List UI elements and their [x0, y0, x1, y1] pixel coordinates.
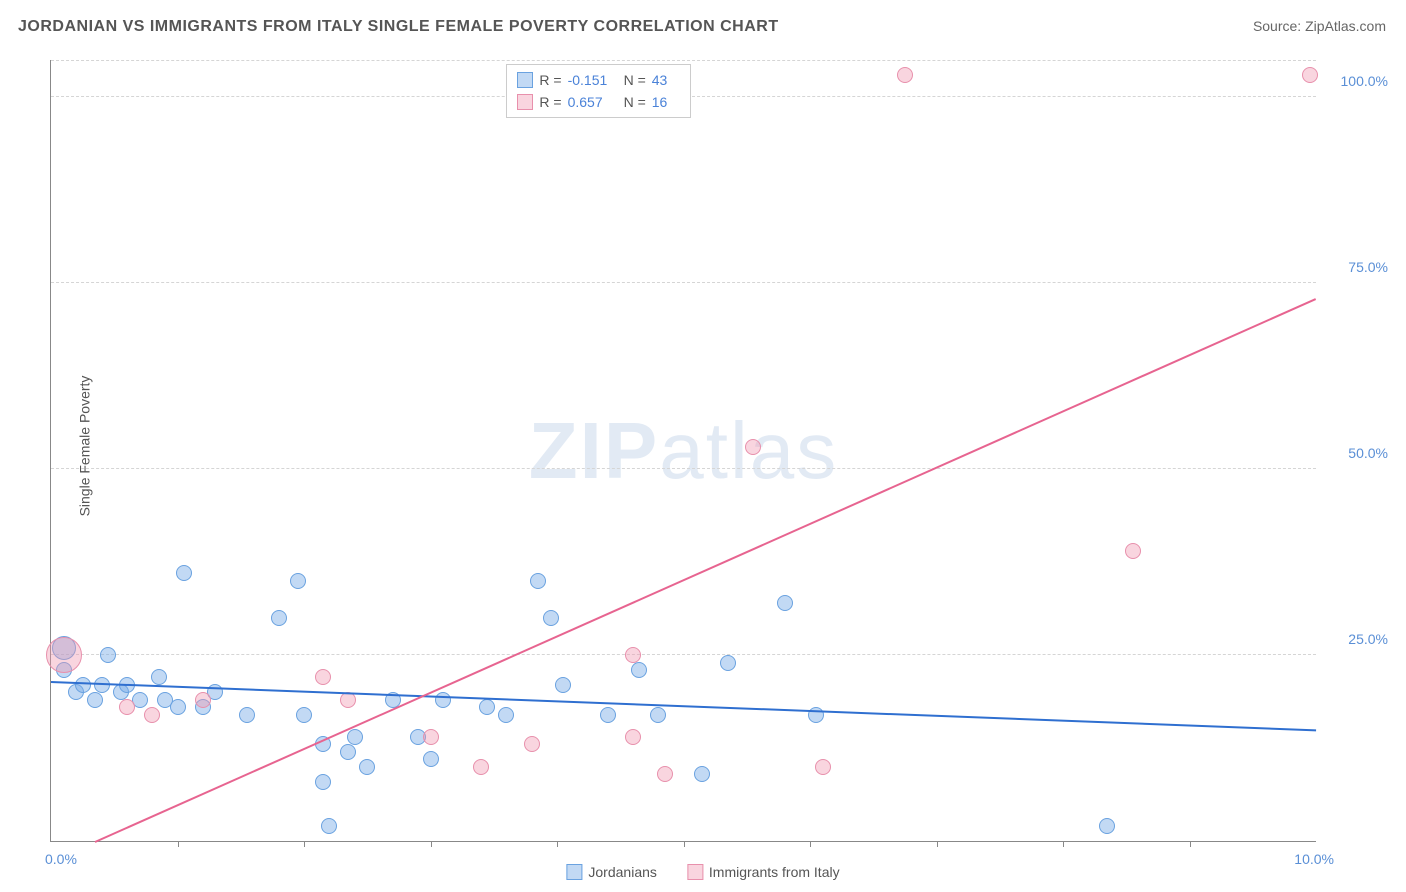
x-tick: [684, 841, 685, 847]
data-point: [290, 573, 306, 589]
legend-n-label: N =: [624, 94, 646, 110]
gridline: [51, 60, 1316, 61]
data-point: [530, 573, 546, 589]
data-point: [75, 677, 91, 693]
legend-n-value: 16: [652, 94, 680, 110]
legend-row: R = -0.151 N = 43: [517, 69, 679, 91]
y-tick-label: 100.0%: [1328, 73, 1388, 89]
legend-r-label: R =: [539, 72, 561, 88]
y-tick-label: 75.0%: [1328, 259, 1388, 275]
data-point: [239, 707, 255, 723]
x-tick: [810, 841, 811, 847]
data-point: [1125, 543, 1141, 559]
gridline: [51, 654, 1316, 655]
data-point: [473, 759, 489, 775]
watermark: ZIPatlas: [529, 405, 838, 497]
data-point: [650, 707, 666, 723]
data-point: [479, 699, 495, 715]
y-tick-label: 50.0%: [1328, 445, 1388, 461]
x-tick: [1190, 841, 1191, 847]
y-tick-label: 25.0%: [1328, 631, 1388, 647]
bottom-legend-item: Jordanians: [566, 864, 657, 880]
data-point: [151, 669, 167, 685]
legend-n-value: 43: [652, 72, 680, 88]
trend-line: [51, 681, 1316, 731]
x-tick: [557, 841, 558, 847]
data-point: [87, 692, 103, 708]
legend-r-label: R =: [539, 94, 561, 110]
series-name: Immigrants from Italy: [709, 864, 840, 880]
data-point: [435, 692, 451, 708]
x-tick-label: 10.0%: [1294, 851, 1334, 867]
data-point: [631, 662, 647, 678]
bottom-legend: Jordanians Immigrants from Italy: [566, 864, 839, 880]
data-point: [271, 610, 287, 626]
data-point: [555, 677, 571, 693]
legend-swatch: [566, 864, 582, 880]
data-point: [315, 774, 331, 790]
source-label: Source:: [1253, 18, 1305, 34]
data-point: [46, 637, 82, 673]
data-point: [119, 699, 135, 715]
x-tick: [937, 841, 938, 847]
data-point: [815, 759, 831, 775]
data-point: [296, 707, 312, 723]
x-tick-label: 0.0%: [45, 851, 77, 867]
x-tick: [178, 841, 179, 847]
source-value: ZipAtlas.com: [1305, 18, 1386, 34]
data-point: [423, 751, 439, 767]
data-point: [359, 759, 375, 775]
data-point: [745, 439, 761, 455]
source-text: Source: ZipAtlas.com: [1253, 18, 1386, 34]
data-point: [321, 818, 337, 834]
data-point: [543, 610, 559, 626]
gridline: [51, 282, 1316, 283]
chart-title: JORDANIAN VS IMMIGRANTS FROM ITALY SINGL…: [18, 18, 779, 36]
data-point: [340, 744, 356, 760]
data-point: [498, 707, 514, 723]
data-point: [195, 692, 211, 708]
correlation-legend: R = -0.151 N = 43 R = 0.657 N = 16: [506, 64, 690, 118]
x-tick: [431, 841, 432, 847]
data-point: [423, 729, 439, 745]
data-point: [600, 707, 616, 723]
data-point: [176, 565, 192, 581]
data-point: [694, 766, 710, 782]
legend-swatch: [687, 864, 703, 880]
data-point: [315, 669, 331, 685]
data-point: [170, 699, 186, 715]
bottom-legend-item: Immigrants from Italy: [687, 864, 840, 880]
legend-swatch: [517, 94, 533, 110]
legend-n-label: N =: [624, 72, 646, 88]
data-point: [720, 655, 736, 671]
scatter-chart: ZIPatlas 25.0%50.0%75.0%100.0%0.0%10.0%R…: [50, 60, 1316, 842]
data-point: [625, 729, 641, 745]
x-tick: [304, 841, 305, 847]
data-point: [100, 647, 116, 663]
trend-line: [95, 298, 1317, 843]
data-point: [1302, 67, 1318, 83]
legend-row: R = 0.657 N = 16: [517, 91, 679, 113]
data-point: [897, 67, 913, 83]
series-name: Jordanians: [588, 864, 657, 880]
gridline: [51, 468, 1316, 469]
x-tick: [1063, 841, 1064, 847]
legend-r-value: 0.657: [568, 94, 618, 110]
data-point: [625, 647, 641, 663]
legend-r-value: -0.151: [568, 72, 618, 88]
data-point: [777, 595, 793, 611]
data-point: [347, 729, 363, 745]
watermark-bold: ZIP: [529, 406, 659, 495]
data-point: [657, 766, 673, 782]
legend-swatch: [517, 72, 533, 88]
data-point: [144, 707, 160, 723]
data-point: [808, 707, 824, 723]
data-point: [524, 736, 540, 752]
data-point: [1099, 818, 1115, 834]
